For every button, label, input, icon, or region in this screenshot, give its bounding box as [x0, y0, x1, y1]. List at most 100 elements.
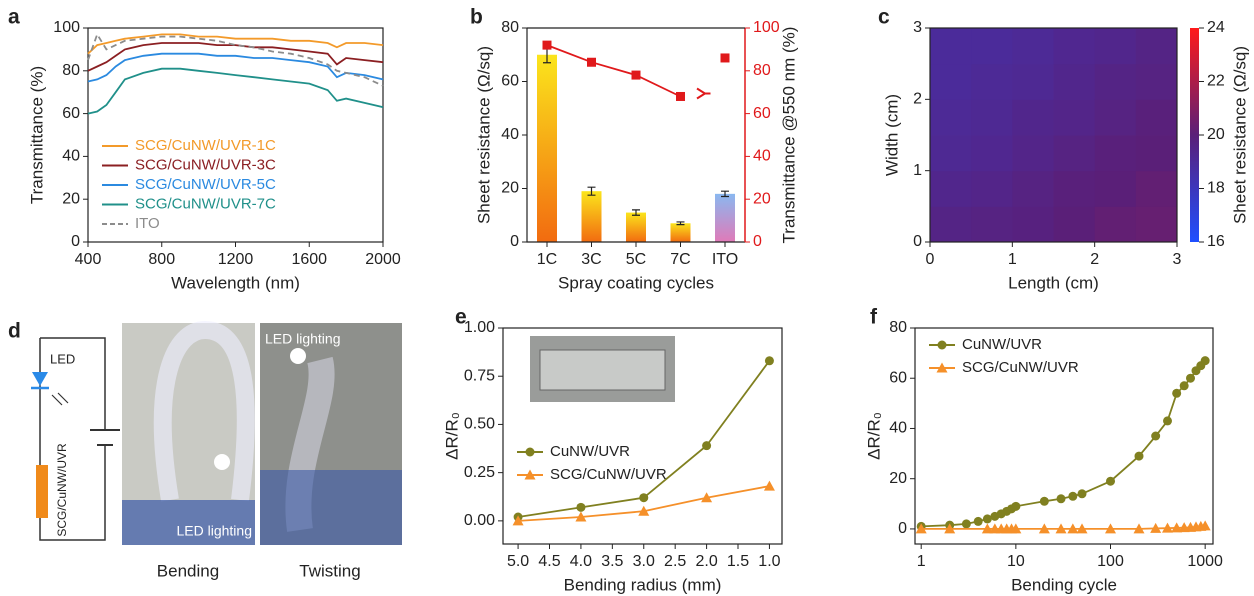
x-tick-label: 2.5	[664, 553, 686, 570]
marker	[639, 493, 648, 502]
heat-cell	[1136, 171, 1178, 207]
y-tick-label: 20	[889, 470, 907, 487]
y-tick-label: 20	[62, 190, 80, 207]
marker	[1106, 477, 1115, 486]
x-tick-label: 1600	[291, 251, 327, 268]
x-tick-label: ITO	[712, 251, 738, 268]
y-tick-label: 80	[889, 319, 907, 336]
heat-cell	[1095, 206, 1137, 242]
led-light	[214, 454, 230, 470]
heat-cell	[1095, 64, 1137, 100]
heat-cell	[1012, 171, 1054, 207]
y-tick-label: 0.00	[464, 512, 495, 529]
y-tick-label: 2	[913, 91, 922, 108]
legend-label: SCG/CuNW/UVR-5C	[135, 176, 276, 193]
x-axis-title: Wavelength (nm)	[171, 273, 300, 292]
y-axis-title: Sheet resistance (Ω/sq)	[474, 46, 493, 224]
heat-cell	[1012, 206, 1054, 242]
bar	[715, 194, 735, 242]
y-tick-label: 40	[753, 148, 771, 165]
series-line	[88, 34, 383, 85]
marker	[1163, 416, 1172, 425]
heat-cell	[930, 171, 972, 207]
x-tick-label: 4.0	[570, 553, 592, 570]
x-tick-label: 10	[1007, 553, 1025, 570]
x-tick-label: 800	[148, 251, 175, 268]
heat-cell	[1136, 64, 1178, 100]
heat-cell	[1136, 99, 1178, 135]
y-tick-label: 20	[1207, 126, 1225, 143]
y-tick-label: 0	[898, 520, 907, 537]
y-tick-label: 40	[62, 148, 80, 165]
y-tick-label: 0	[510, 233, 519, 250]
inset-photo	[540, 350, 665, 390]
y-tick-label: 60	[889, 369, 907, 386]
heat-cell	[971, 206, 1013, 242]
x-tick-label: 2000	[365, 251, 401, 268]
x-tick-label: 1.0	[758, 553, 780, 570]
heat-cell	[1054, 206, 1096, 242]
marker	[1180, 381, 1189, 390]
heat-cell	[1054, 28, 1096, 64]
marker	[974, 517, 983, 526]
x-axis-title: Bending cycle	[1011, 575, 1117, 594]
marker	[702, 441, 711, 450]
y-tick-label: 0.75	[464, 367, 495, 384]
photo-label: LED lighting	[177, 523, 253, 539]
light-arrows	[52, 393, 68, 405]
x-tick-label: 1C	[537, 251, 557, 268]
marker	[1068, 492, 1077, 501]
y-tick-label: 60	[753, 105, 771, 122]
photo-label: LED lighting	[265, 331, 341, 347]
panel-label: f	[870, 306, 878, 329]
marker	[962, 519, 971, 528]
marker	[632, 71, 641, 80]
heat-cell	[1136, 28, 1178, 64]
y-tick-label: 1	[913, 162, 922, 179]
heat-cell	[1054, 99, 1096, 135]
marker	[1057, 494, 1066, 503]
x-tick-label: 1000	[1187, 553, 1223, 570]
legend-label: SCG/CuNW/UVR	[962, 359, 1079, 376]
heat-cell	[971, 135, 1013, 171]
heat-cell	[1012, 64, 1054, 100]
marker	[1172, 389, 1181, 398]
x-tick-label: 400	[75, 251, 102, 268]
marker	[1201, 356, 1210, 365]
x-tick-label: 4.5	[538, 553, 560, 570]
heat-cell	[1012, 135, 1054, 171]
bar	[671, 223, 691, 242]
marker	[721, 53, 730, 62]
y-tick-label: 3	[913, 19, 922, 36]
marker	[1011, 502, 1020, 511]
y-tick-label: 16	[1207, 233, 1225, 250]
legend-label: SCG/CuNW/UVR-7C	[135, 195, 276, 212]
legend-label: CuNW/UVR	[962, 336, 1042, 353]
series-line	[88, 34, 383, 53]
marker	[576, 503, 585, 512]
x-tick-label: 100	[1097, 553, 1124, 570]
heat-cell	[1136, 206, 1178, 242]
heat-cell	[930, 64, 972, 100]
y-tick-label: 40	[889, 420, 907, 437]
glove	[260, 470, 402, 545]
heat-cell	[1054, 171, 1096, 207]
led-light	[290, 348, 306, 364]
y-tick-label: 22	[1207, 73, 1225, 90]
y-axis-title: Width (cm)	[882, 94, 901, 176]
heat-cell	[1012, 28, 1054, 64]
y-tick-label: 0.50	[464, 416, 495, 433]
x-axis-title: Length (cm)	[1008, 273, 1099, 292]
y-tick-label: 100	[753, 19, 780, 36]
panel-label: d	[8, 320, 21, 343]
x-tick-label: 2.0	[695, 553, 717, 570]
heat-cell	[930, 99, 972, 135]
y-tick-label: 0	[753, 233, 762, 250]
marker	[526, 448, 535, 457]
y-tick-label: 1.00	[464, 319, 495, 336]
photo-caption: Twisting	[299, 561, 360, 580]
bar	[537, 55, 557, 242]
legend-label: SCG/CuNW/UVR-1C	[135, 137, 276, 154]
colorbar-title: Sheet resistance (Ω/sq)	[1230, 46, 1249, 224]
y-tick-label: 20	[501, 180, 519, 197]
